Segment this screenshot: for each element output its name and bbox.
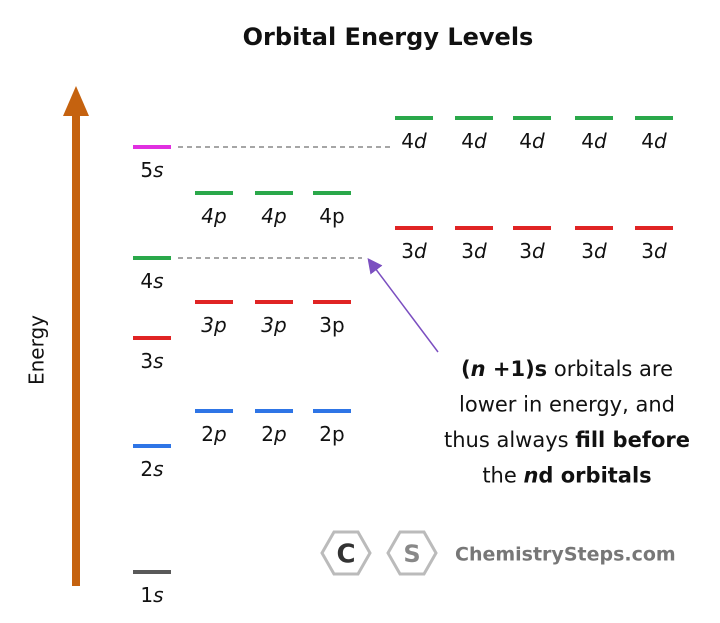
orbital-l: p xyxy=(332,422,345,446)
orbital-l: d xyxy=(654,129,667,153)
orbital-l: s xyxy=(153,158,163,182)
orbital-n: 4 xyxy=(401,129,414,153)
orbital-label: 3d xyxy=(641,239,667,263)
orbital-n: 3 xyxy=(319,313,332,337)
annotation-segment: ( xyxy=(461,357,471,381)
annotation-line: lower in energy, and xyxy=(459,393,675,417)
orbital-n: 2 xyxy=(261,422,274,446)
orbital-l: p xyxy=(332,313,345,337)
orbital-n: 2 xyxy=(140,457,153,481)
orbital-l: s xyxy=(153,457,163,481)
logo-hex xyxy=(320,530,372,576)
orbital-l: d xyxy=(414,239,427,263)
orbital-label: 3p xyxy=(319,313,344,337)
orbital-n: 1 xyxy=(140,583,153,607)
orbital-l: s xyxy=(153,583,163,607)
orbital-label: 3d xyxy=(461,239,487,263)
annotation-segment: orbitals are xyxy=(547,357,673,381)
annotation-segment: n xyxy=(471,357,486,381)
annotation-segment: the xyxy=(482,464,523,488)
orbital-l: p xyxy=(332,204,345,228)
orbital-label: 4s xyxy=(140,269,163,293)
orbital-l: p xyxy=(213,422,227,446)
orbital-n: 3 xyxy=(641,239,654,263)
title: Orbital Energy Levels xyxy=(243,23,534,51)
annotation-segment: thus always xyxy=(444,428,575,452)
orbital-label: 3s xyxy=(140,349,163,373)
orbital-n: 4 xyxy=(581,129,594,153)
orbital-l: p xyxy=(273,313,287,337)
orbital-n: 3 xyxy=(140,349,153,373)
annotation-segment: d orbitals xyxy=(538,464,651,488)
orbital-l: d xyxy=(594,239,607,263)
orbital-n: 5 xyxy=(140,158,153,182)
orbital-label: 4p xyxy=(319,204,344,228)
orbital-n: 4 xyxy=(201,204,214,228)
orbital-label: 2s xyxy=(140,457,163,481)
logo-s: S xyxy=(403,540,420,568)
orbital-l: d xyxy=(474,129,487,153)
orbital-l: p xyxy=(273,422,287,446)
orbital-label: 4d xyxy=(581,129,607,153)
orbital-n: 2 xyxy=(201,422,214,446)
pointer-arrow xyxy=(367,258,439,353)
orbital-n: 4 xyxy=(140,269,153,293)
orbital-n: 4 xyxy=(261,204,274,228)
orbital-label: 2p xyxy=(319,422,344,446)
orbital-l: d xyxy=(414,129,427,153)
orbital-l: p xyxy=(213,313,227,337)
orbital-label: 3p xyxy=(261,313,286,337)
orbital-n: 3 xyxy=(261,313,274,337)
orbital-label: 2p xyxy=(201,422,226,446)
orbital-label: 4d xyxy=(461,129,487,153)
orbital-n: 4 xyxy=(519,129,532,153)
orbital-l: d xyxy=(474,239,487,263)
annotation-segment: +1)s xyxy=(486,357,548,381)
orbital-n: 3 xyxy=(581,239,594,263)
logo-text: ChemistrySteps.com xyxy=(455,544,676,566)
annotation-line: the nd orbitals xyxy=(482,464,651,488)
orbital-n: 4 xyxy=(461,129,474,153)
orbital-l: p xyxy=(273,204,287,228)
annotation-line: thus always fill before xyxy=(444,428,690,452)
orbital-label: 1s xyxy=(140,583,163,607)
orbital-n: 3 xyxy=(201,313,214,337)
orbital-label: 3d xyxy=(401,239,427,263)
logo-c: C xyxy=(336,540,355,570)
orbital-label: 4p xyxy=(201,204,226,228)
orbital-n: 3 xyxy=(401,239,414,263)
logo-hex xyxy=(386,530,438,576)
orbital-l: d xyxy=(532,129,545,153)
orbital-label: 2p xyxy=(261,422,286,446)
orbital-n: 2 xyxy=(319,422,332,446)
orbital-n: 3 xyxy=(461,239,474,263)
annotation-line: (n +1)s orbitals are xyxy=(461,357,673,381)
orbital-l: s xyxy=(153,349,163,373)
annotation-segment: lower in energy, and xyxy=(459,393,675,417)
energy-arrowhead xyxy=(63,86,89,116)
orbital-label: 4p xyxy=(261,204,286,228)
orbital-label: 4d xyxy=(641,129,667,153)
orbital-label: 3p xyxy=(201,313,226,337)
orbital-label: 3d xyxy=(581,239,607,263)
axis-label: Energy xyxy=(25,315,49,385)
logo: C S ChemistrySteps.com xyxy=(320,530,676,576)
orbital-l: d xyxy=(594,129,607,153)
orbital-n: 4 xyxy=(641,129,654,153)
orbital-l: d xyxy=(532,239,545,263)
orbital-n: 3 xyxy=(519,239,532,263)
annotation-segment: fill before xyxy=(575,428,690,452)
annotation-segment: n xyxy=(523,464,538,488)
orbital-n: 4 xyxy=(319,204,332,228)
orbital-l: d xyxy=(654,239,667,263)
orbital-label: 4d xyxy=(401,129,427,153)
orbital-l: p xyxy=(213,204,227,228)
orbital-label: 3d xyxy=(519,239,545,263)
orbital-label: 5s xyxy=(140,158,163,182)
orbital-l: s xyxy=(153,269,163,293)
orbital-label: 4d xyxy=(519,129,545,153)
